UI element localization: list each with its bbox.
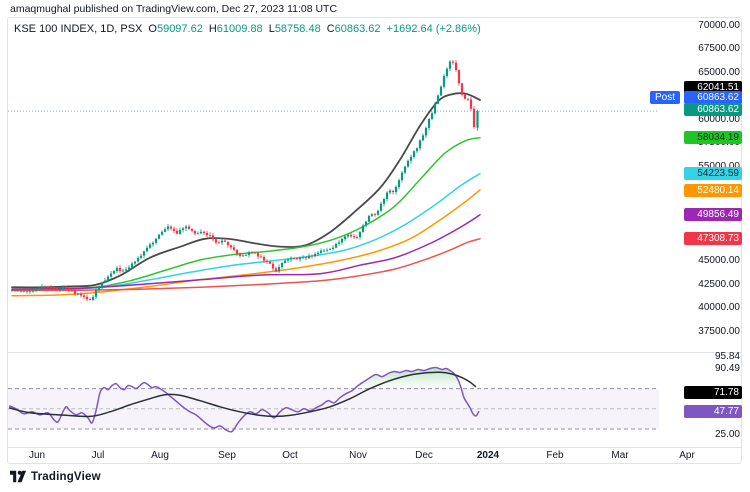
price-label-60863.62: 60863.62 — [684, 102, 742, 116]
rsi-tick: 25.00 — [714, 428, 740, 440]
legend-c-value: C60863.62 — [326, 23, 381, 35]
rsi-tick: 90.49 — [714, 362, 740, 374]
time-tick-2024: 2024 — [476, 450, 500, 461]
price-tick: 40000.00 — [698, 302, 740, 314]
post-market-chip: Post — [649, 91, 680, 105]
time-tick-Dec: Dec — [415, 450, 433, 461]
tradingview-brand-text: TradingView — [31, 470, 101, 483]
rsi-value-label-71.78: 71.78 — [684, 386, 742, 400]
price-tick: 60000.00 — [698, 113, 740, 125]
time-tick-Nov: Nov — [349, 450, 367, 461]
legend-ohlc-values: O59097.62 H61009.88 L58758.48 C60863.62 — [148, 23, 380, 35]
price-tick: 37500.00 — [698, 325, 740, 337]
price-tick: 70000.00 — [698, 19, 740, 31]
price-label-58034.19: 58034.19 — [684, 131, 742, 145]
time-tick-Sep: Sep — [218, 450, 236, 461]
legend-change: +1692.64 (+2.86%) — [386, 23, 481, 35]
price-tick: 55000.00 — [660, 161, 740, 172]
time-tick-Mar: Mar — [611, 450, 629, 461]
price-tick: 67500.00 — [698, 43, 740, 54]
price-tick: 45000.00 — [698, 255, 740, 266]
price-label-52480.14: 52480.14 — [684, 183, 742, 197]
price-tick: 65000.00 — [698, 66, 740, 78]
time-axis[interactable] — [8, 448, 742, 463]
tradingview-logo[interactable]: TradingView — [10, 470, 101, 483]
price-label-60863.62: 60863.62 — [684, 91, 742, 105]
price-label-54223.59: 54223.59 — [684, 167, 742, 181]
price-label-47308.73: 47308.73 — [684, 232, 742, 246]
legend-l-value: L58758.48 — [268, 23, 321, 35]
time-tick-Apr: Apr — [679, 450, 695, 461]
legend-o-value: O59097.62 — [148, 23, 203, 35]
rsi-tick: 95.84 — [714, 350, 740, 362]
published-attribution-line: amaqmughal published on TradingView.com,… — [10, 3, 338, 15]
price-tick: 42500.00 — [698, 278, 740, 290]
tradingview-logo-icon — [10, 470, 26, 483]
time-tick-Oct: Oct — [282, 450, 298, 461]
rsi-value-label-47.77: 47.77 — [684, 404, 742, 418]
price-label-49856.49: 49856.49 — [684, 208, 742, 222]
time-tick-Jul: Jul — [91, 450, 105, 461]
legend-h-value: H61009.88 — [208, 23, 263, 35]
chart-widget-frame — [7, 17, 742, 464]
chart-legend[interactable]: KSE 100 INDEX, 1D, PSX O59097.62 H61009.8… — [14, 23, 481, 35]
time-tick-Jun: Jun — [28, 450, 46, 461]
time-tick-Feb: Feb — [546, 450, 564, 461]
price-label-62041.51: 62041.51 — [684, 80, 742, 94]
legend-symbol: KSE 100 INDEX, 1D, PSX — [14, 23, 143, 35]
time-tick-Aug: Aug — [151, 450, 169, 461]
